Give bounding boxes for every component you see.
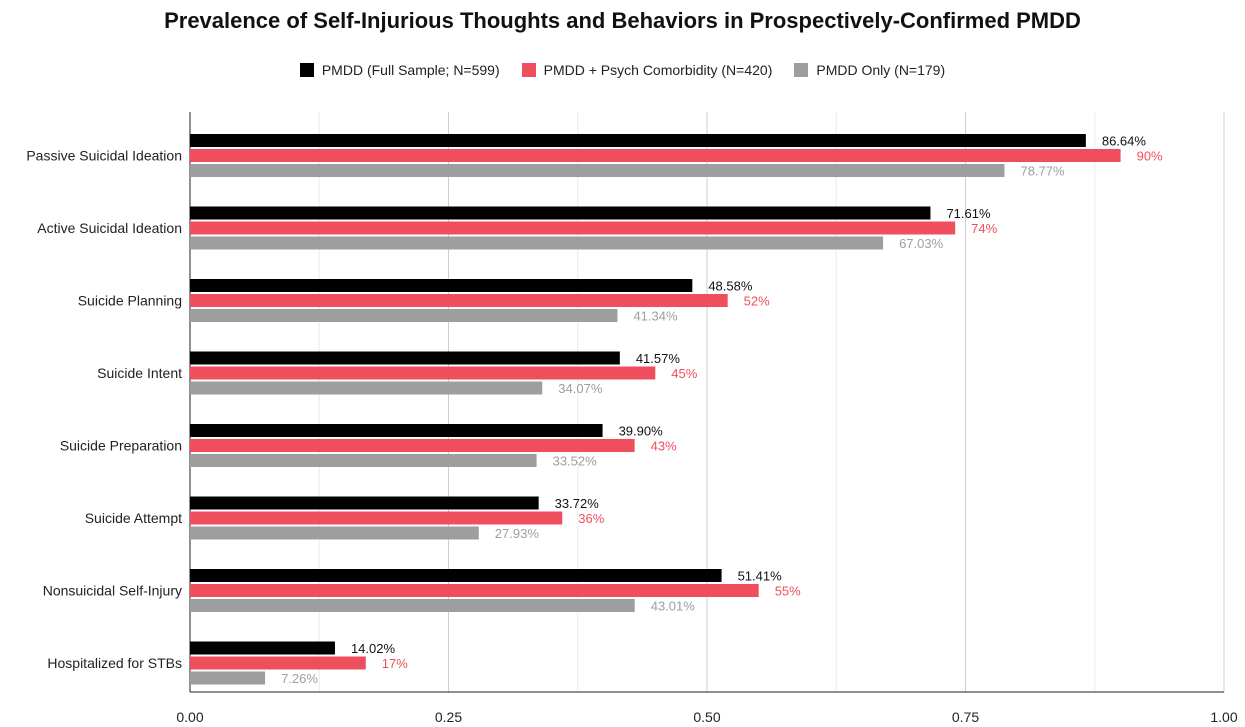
- bar: [190, 309, 618, 322]
- legend-item-1: PMDD (Full Sample; N=599): [299, 62, 500, 78]
- data-label: 86.64%: [1102, 134, 1147, 149]
- bar: [190, 599, 635, 612]
- legend-swatch: [299, 63, 314, 77]
- data-label: 78.77%: [1020, 164, 1065, 179]
- bar: [190, 641, 335, 655]
- x-tick-label: 0.50: [693, 709, 720, 725]
- bar: [190, 439, 635, 452]
- category-label: Passive Suicidal Ideation: [26, 148, 182, 164]
- x-tick-label: 0.25: [435, 709, 462, 725]
- bar: [190, 294, 728, 307]
- legend-item-3: PMDD Only (N=179): [794, 62, 945, 78]
- bar: [190, 149, 1121, 162]
- category-label: Active Suicidal Ideation: [37, 220, 182, 236]
- data-label: 27.93%: [495, 526, 540, 541]
- bar: [190, 671, 266, 685]
- legend-swatch: [521, 63, 536, 77]
- data-label: 17%: [382, 656, 408, 671]
- data-label: 36%: [578, 511, 604, 526]
- bar: [190, 279, 693, 292]
- category-label: Suicide Attempt: [85, 510, 182, 526]
- category-label: Suicide Preparation: [60, 438, 182, 454]
- data-label: 52%: [744, 294, 770, 309]
- data-label: 67.03%: [899, 236, 944, 251]
- data-label: 74%: [971, 221, 997, 236]
- bar: [190, 164, 1005, 177]
- category-label: Suicide Intent: [97, 365, 182, 381]
- x-tick-label: 0.00: [176, 709, 203, 725]
- bar: [190, 584, 759, 597]
- data-label: 33.52%: [553, 454, 598, 469]
- data-label: 39.90%: [619, 424, 664, 439]
- data-label: 71.61%: [946, 206, 991, 221]
- bar: [190, 454, 537, 467]
- bar: [190, 496, 539, 510]
- legend-swatch: [794, 63, 809, 77]
- bar: [190, 366, 656, 380]
- category-label: Hospitalized for STBs: [47, 655, 182, 671]
- bar: [190, 526, 479, 540]
- data-label: 51.41%: [738, 569, 783, 584]
- bar: [190, 569, 722, 582]
- category-label: Suicide Planning: [78, 293, 182, 309]
- data-label: 55%: [775, 584, 801, 599]
- legend-label: PMDD Only (N=179): [816, 62, 946, 78]
- data-label: 43.01%: [651, 599, 696, 614]
- bar: [190, 134, 1086, 147]
- data-label: 7.26%: [281, 671, 318, 686]
- bar: [190, 511, 563, 525]
- data-label: 14.02%: [351, 641, 396, 656]
- bar: [190, 381, 543, 395]
- data-label: 41.57%: [636, 351, 681, 366]
- category-label: Nonsuicidal Self-Injury: [43, 583, 182, 599]
- data-label: 33.72%: [555, 496, 600, 511]
- legend-label: PMDD + Psych Comorbidity (N=420): [543, 62, 773, 78]
- data-label: 41.34%: [633, 309, 678, 324]
- data-label: 90%: [1137, 149, 1163, 164]
- bar: [190, 206, 931, 220]
- legend-item-2: PMDD + Psych Comorbidity (N=420): [521, 62, 773, 78]
- data-label: 45%: [671, 366, 697, 381]
- legend-label: PMDD (Full Sample; N=599): [321, 62, 500, 78]
- bar: [190, 656, 366, 670]
- data-label: 34.07%: [558, 381, 603, 396]
- legend: PMDD (Full Sample; N=599) PMDD + Psych Co…: [0, 62, 1245, 78]
- data-label: 43%: [651, 439, 677, 454]
- bar: [190, 236, 884, 250]
- x-tick-label: 0.75: [952, 709, 979, 725]
- bar: [190, 351, 620, 365]
- bar: [190, 424, 603, 437]
- data-label: 48.58%: [708, 279, 753, 294]
- chart-title: Prevalence of Self-Injurious Thoughts an…: [164, 8, 1081, 33]
- x-tick-label: 1.00: [1210, 709, 1237, 725]
- bar: [190, 221, 956, 235]
